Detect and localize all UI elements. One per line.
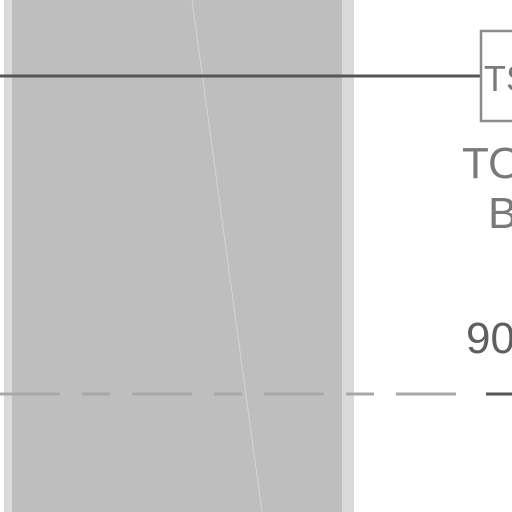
tag-box (479, 29, 512, 123)
diagonal-hairline (191, 0, 263, 512)
value-label: 90 (466, 314, 512, 363)
shaded-band (12, 0, 342, 512)
name-label-line2: B (488, 189, 512, 238)
tag-box-label: TS (484, 58, 512, 99)
name-label-line1: TO (462, 139, 512, 188)
